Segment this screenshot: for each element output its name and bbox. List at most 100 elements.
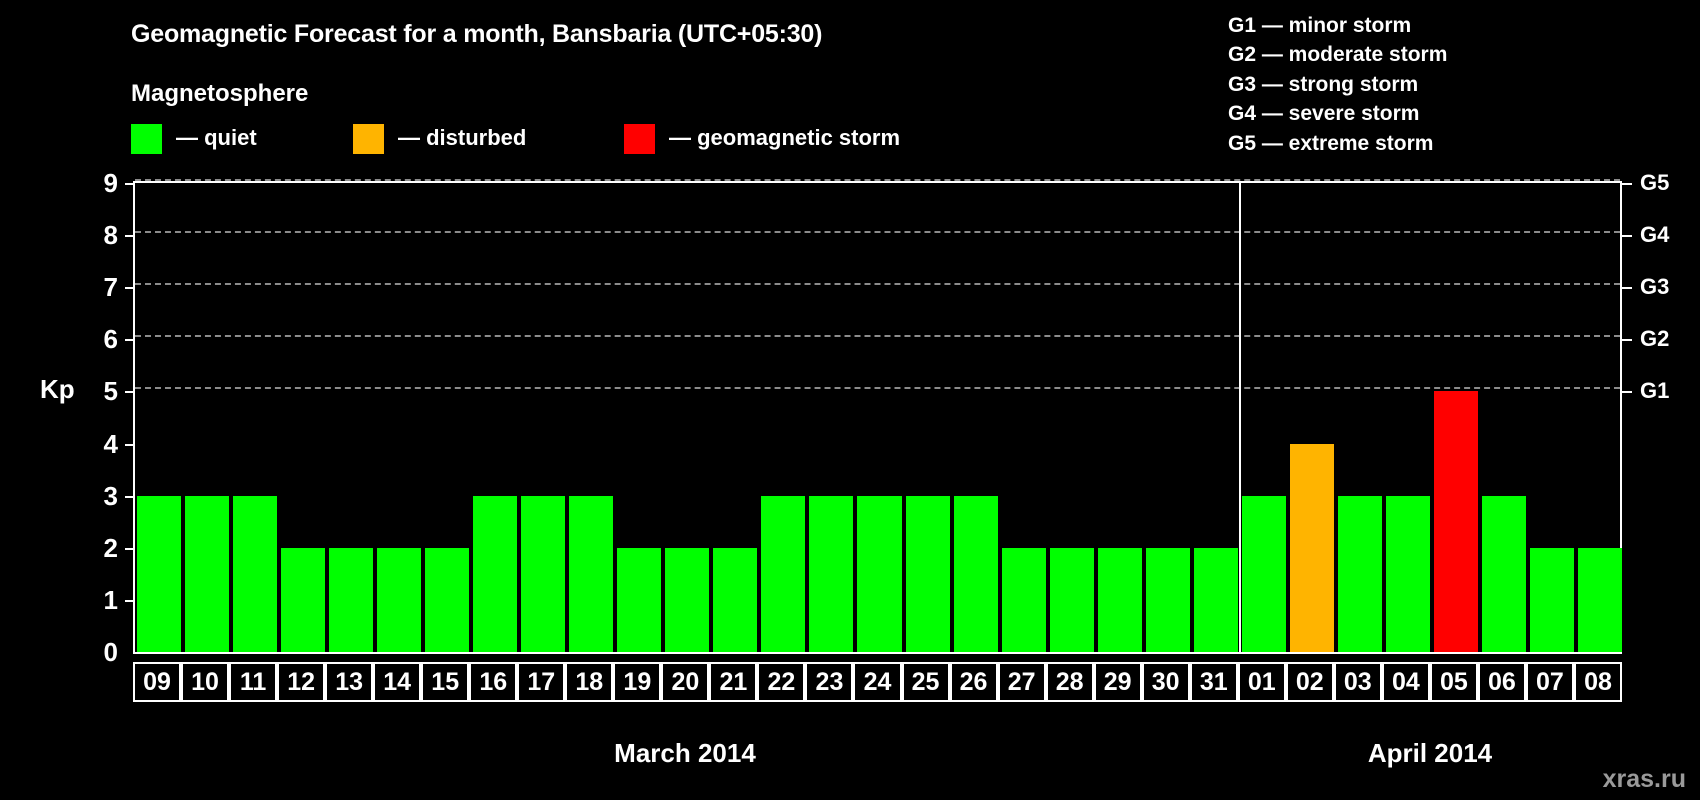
y-tick-8 bbox=[125, 235, 134, 238]
y-tick-label-8: 8 bbox=[103, 220, 118, 251]
y-tick-label-5: 5 bbox=[103, 376, 118, 407]
y-tick-label-9: 9 bbox=[103, 168, 118, 198]
legend-item-0: — quiet bbox=[131, 124, 257, 154]
red-swatch-icon bbox=[624, 124, 655, 154]
bar-april-08 bbox=[1577, 547, 1622, 652]
g-axis-tick-g3 bbox=[1622, 287, 1632, 290]
y-tick-9 bbox=[125, 183, 134, 185]
bar-march-16 bbox=[473, 495, 518, 652]
y-tick-label-1: 1 bbox=[103, 584, 118, 615]
y-tick-label-7: 7 bbox=[103, 272, 118, 303]
y-tick-6 bbox=[125, 339, 134, 342]
bar-april-06 bbox=[1481, 495, 1526, 652]
bar-march-10 bbox=[185, 495, 230, 652]
day-label-march-16: 16 bbox=[469, 662, 518, 702]
bar-march-30 bbox=[1145, 547, 1190, 652]
bar-march-09 bbox=[137, 495, 182, 652]
day-label-april-08: 08 bbox=[1573, 662, 1622, 702]
bar-march-11 bbox=[233, 495, 278, 652]
g-axis-tick-g2 bbox=[1622, 339, 1632, 342]
bar-april-03 bbox=[1337, 495, 1382, 652]
storm-scale-legend: G1 — minor storm G2 — moderate storm G3 — … bbox=[1228, 11, 1447, 158]
bar-march-22 bbox=[761, 495, 806, 652]
day-label-march-09: 09 bbox=[133, 662, 182, 702]
month-divider bbox=[1238, 183, 1241, 652]
bar-series bbox=[135, 183, 1622, 652]
day-label-march-23: 23 bbox=[805, 662, 854, 702]
day-label-april-05: 05 bbox=[1429, 662, 1478, 702]
day-label-april-04: 04 bbox=[1381, 662, 1430, 702]
y-tick-label-0: 0 bbox=[103, 637, 118, 667]
y-axis-title: Kp bbox=[40, 374, 75, 404]
day-label-march-25: 25 bbox=[901, 662, 950, 702]
g-axis-label-g1: G1 bbox=[1640, 378, 1670, 404]
bar-march-27 bbox=[1001, 547, 1046, 652]
bar-march-31 bbox=[1193, 547, 1238, 652]
day-label-march-24: 24 bbox=[853, 662, 902, 702]
g-axis-label-g2: G2 bbox=[1640, 326, 1670, 352]
day-label-april-03: 03 bbox=[1333, 662, 1382, 702]
day-label-march-30: 30 bbox=[1141, 662, 1190, 702]
plot-area bbox=[133, 179, 1622, 654]
day-label-march-19: 19 bbox=[613, 662, 662, 702]
day-label-march-20: 20 bbox=[661, 662, 710, 702]
bar-march-13 bbox=[329, 547, 374, 652]
y-tick-5 bbox=[125, 391, 134, 394]
day-label-march-28: 28 bbox=[1045, 662, 1094, 702]
bar-march-25 bbox=[905, 495, 950, 652]
bar-april-02 bbox=[1289, 443, 1334, 652]
day-label-march-10: 10 bbox=[181, 662, 230, 702]
bar-march-28 bbox=[1049, 547, 1094, 652]
day-label-march-29: 29 bbox=[1093, 662, 1142, 702]
day-label-march-13: 13 bbox=[325, 662, 374, 702]
day-label-april-01: 01 bbox=[1237, 662, 1286, 702]
day-label-april-02: 02 bbox=[1285, 662, 1334, 702]
gridline-kp-8 bbox=[135, 231, 1620, 234]
day-label-march-15: 15 bbox=[421, 662, 470, 702]
day-label-march-31: 31 bbox=[1189, 662, 1238, 702]
bar-april-01 bbox=[1241, 495, 1286, 652]
storm-scale-item-g3: G3 — strong storm bbox=[1228, 72, 1419, 96]
gridline-kp-7 bbox=[135, 283, 1620, 286]
bar-march-23 bbox=[809, 495, 854, 652]
g-axis-tick-g5 bbox=[1622, 183, 1632, 185]
bar-march-24 bbox=[857, 495, 902, 652]
orange-swatch-icon bbox=[353, 124, 384, 154]
bar-march-12 bbox=[281, 547, 326, 652]
g-axis-label-g5: G5 bbox=[1640, 170, 1670, 195]
month-label-april: April 2014 bbox=[1367, 738, 1493, 768]
bar-march-19 bbox=[617, 547, 662, 652]
bar-march-17 bbox=[521, 495, 566, 652]
day-label-march-22: 22 bbox=[757, 662, 806, 702]
y-tick-1 bbox=[125, 599, 134, 602]
legend-item-1: — disturbed bbox=[353, 124, 526, 154]
bar-march-21 bbox=[713, 547, 758, 652]
bar-march-14 bbox=[377, 547, 422, 652]
day-label-march-17: 17 bbox=[517, 662, 566, 702]
day-label-april-06: 06 bbox=[1477, 662, 1526, 702]
gridline-kp-9 bbox=[135, 179, 1620, 181]
g-axis-tick-g4 bbox=[1622, 235, 1632, 238]
legend-item-2: — geomagnetic storm bbox=[624, 124, 900, 154]
bar-march-15 bbox=[425, 547, 470, 652]
legend-item-label: — quiet bbox=[176, 125, 257, 150]
day-label-march-12: 12 bbox=[277, 662, 326, 702]
bar-march-29 bbox=[1097, 547, 1142, 652]
green-swatch-icon bbox=[131, 124, 162, 154]
day-label-march-21: 21 bbox=[709, 662, 758, 702]
y-tick-label-6: 6 bbox=[103, 324, 118, 355]
day-label-march-11: 11 bbox=[229, 662, 278, 702]
bar-march-18 bbox=[569, 495, 614, 652]
page-title: Geomagnetic Forecast for a month, Bansba… bbox=[131, 20, 823, 48]
y-tick-3 bbox=[125, 495, 134, 498]
bar-april-04 bbox=[1385, 495, 1430, 652]
storm-scale-item-g1: G1 — minor storm bbox=[1228, 14, 1412, 37]
bar-april-07 bbox=[1529, 547, 1574, 652]
y-tick-label-3: 3 bbox=[103, 480, 118, 511]
g-axis-label-g3: G3 bbox=[1640, 274, 1670, 300]
day-axis: 09 10 11 12 13 14 15 16 17 18 19 20 21 22 23 24 25 26 27 28… bbox=[133, 662, 1622, 702]
y-tick-2 bbox=[125, 547, 134, 550]
bar-march-20 bbox=[665, 547, 710, 652]
day-label-march-26: 26 bbox=[949, 662, 998, 702]
